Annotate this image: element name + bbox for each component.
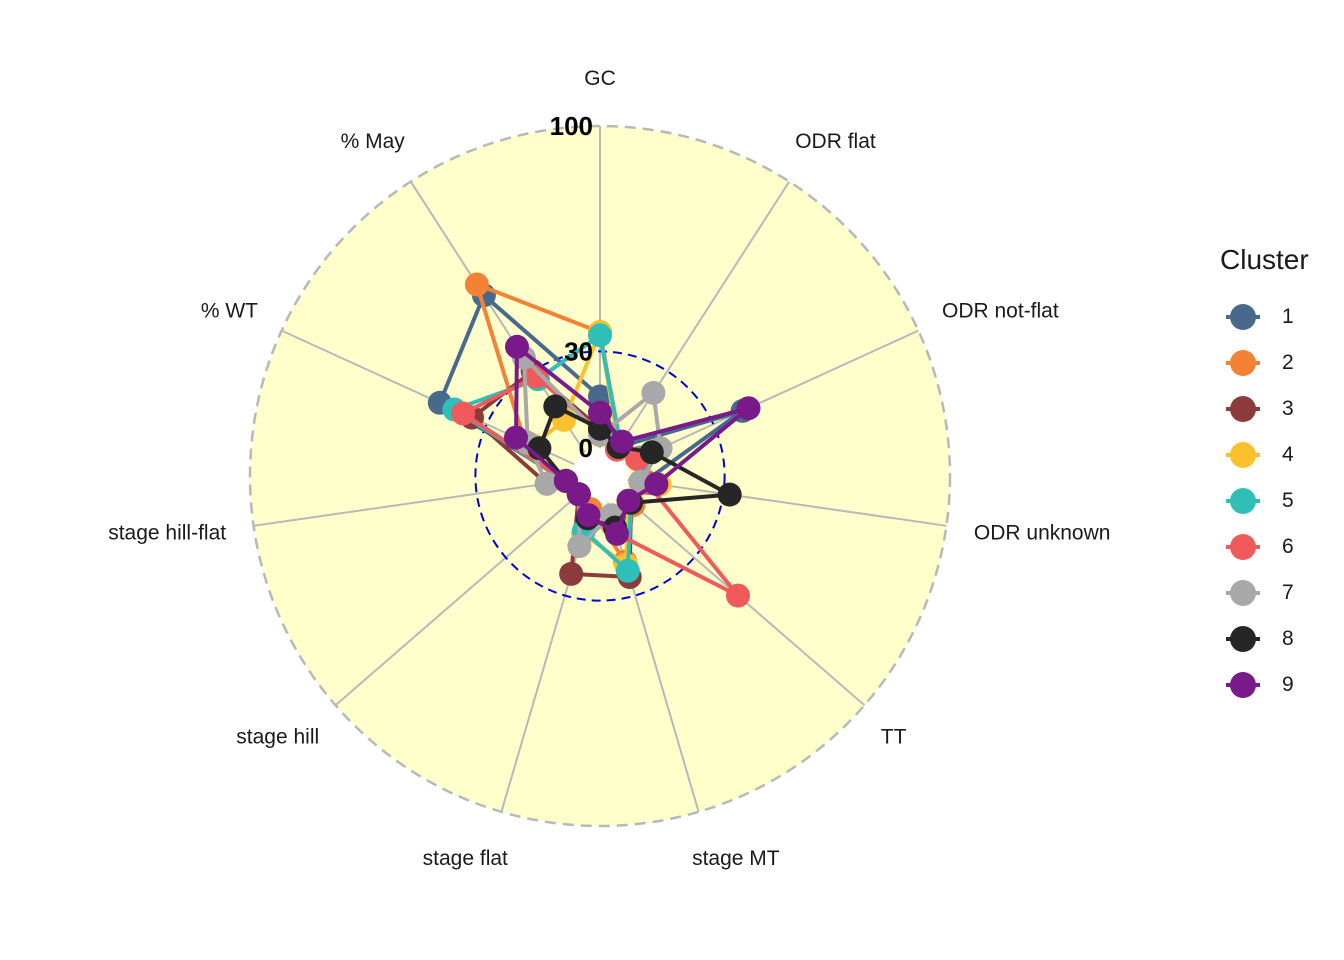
axis-label-8: stage hill-flat <box>108 522 226 545</box>
series-9 <box>504 334 761 546</box>
point-9-9 <box>504 425 528 450</box>
legend-key-2 <box>1220 347 1266 379</box>
legend-item-9: 9 <box>1220 662 1309 708</box>
axis-label-4: TT <box>881 726 907 749</box>
point-9-5 <box>605 521 629 546</box>
legend-label: 2 <box>1282 351 1294 374</box>
axis-label-5: stage MT <box>692 847 780 870</box>
point-2-10 <box>464 272 489 297</box>
point-3-6 <box>559 561 584 586</box>
legend-label: 5 <box>1282 489 1294 512</box>
legend: Cluster 1 2 3 4 5 6 7 8 9 <box>1220 244 1309 708</box>
legend-label: 7 <box>1282 581 1294 604</box>
point-9-10 <box>505 334 529 359</box>
ring-label-30: 30 <box>564 336 593 366</box>
legend-key-5 <box>1220 485 1266 517</box>
legend-key-3 <box>1220 393 1266 425</box>
axis-label-9: % WT <box>201 300 258 323</box>
legend-key-6 <box>1220 531 1266 563</box>
legend-item-8: 8 <box>1220 616 1309 662</box>
axis-label-3: ODR unknown <box>974 522 1111 545</box>
legend-key-4 <box>1220 439 1266 471</box>
legend-item-6: 6 <box>1220 524 1309 570</box>
legend-item-2: 2 <box>1220 340 1309 386</box>
ring-label-100: 100 <box>550 111 593 141</box>
legend-label: 9 <box>1282 673 1294 696</box>
point-5-5 <box>615 558 640 583</box>
ring-label-0: 0 <box>579 433 593 463</box>
point-7-1 <box>641 380 666 405</box>
point-9-4 <box>616 488 641 513</box>
radar-series <box>427 272 761 608</box>
point-6-10 <box>524 364 549 389</box>
spoke-1 <box>599 181 791 477</box>
point-9-2 <box>736 396 761 421</box>
legend-label: 1 <box>1282 305 1294 328</box>
legend-item-7: 7 <box>1220 570 1309 616</box>
series-line-9 <box>514 344 751 536</box>
legend-label: 8 <box>1282 627 1294 650</box>
legend-item-3: 3 <box>1220 386 1309 432</box>
legend-items: 1 2 3 4 5 6 7 8 9 <box>1220 294 1309 708</box>
legend-item-5: 5 <box>1220 478 1309 524</box>
point-6-9 <box>451 401 476 426</box>
axis-label-1: ODR flat <box>795 130 876 153</box>
axis-label-10: % May <box>341 130 406 153</box>
axis-label-2: ODR not-flat <box>942 300 1059 323</box>
legend-label: 4 <box>1282 443 1294 466</box>
point-5-0 <box>588 323 612 348</box>
point-6-4 <box>726 583 750 608</box>
point-9-0 <box>588 400 612 425</box>
point-7-6 <box>567 534 592 559</box>
point-9-1 <box>610 429 635 454</box>
point-8-3 <box>717 482 742 507</box>
legend-key-7 <box>1220 577 1266 609</box>
legend-label: 3 <box>1282 397 1294 420</box>
outer-ring <box>248 124 952 828</box>
radar-labels: GC ODR flat ODR not-flat ODR unknown TT stage… <box>108 67 1110 870</box>
reference-ring <box>474 350 726 602</box>
legend-key-9 <box>1220 669 1266 701</box>
point-7-8 <box>534 471 559 496</box>
axis-label-6: stage flat <box>423 847 508 870</box>
point-9-8 <box>553 468 578 493</box>
legend-key-1 <box>1220 301 1266 333</box>
point-8-2 <box>639 440 664 465</box>
spoke-7 <box>334 475 601 706</box>
legend-item-1: 1 <box>1220 294 1309 340</box>
point-9-3 <box>644 472 669 497</box>
legend-title: Cluster <box>1220 244 1309 275</box>
point-9-6 <box>576 503 601 528</box>
legend-item-4: 4 <box>1220 432 1309 478</box>
axis-label-0: GC <box>584 67 616 90</box>
legend-key-8 <box>1220 623 1266 655</box>
radar-grid <box>248 124 952 828</box>
axis-label-7: stage hill <box>236 726 319 749</box>
legend-label: 6 <box>1282 535 1294 558</box>
point-8-10 <box>543 394 568 419</box>
